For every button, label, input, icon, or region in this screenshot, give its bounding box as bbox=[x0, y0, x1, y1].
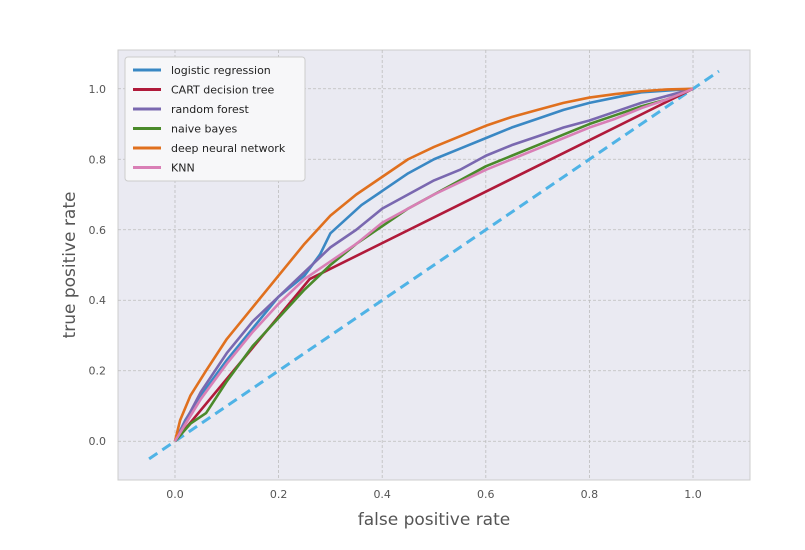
series-line-random-forest bbox=[173, 87, 694, 442]
legend-label-naive-bayes: naive bayes bbox=[171, 123, 238, 136]
x-tick-label: 0.0 bbox=[166, 488, 184, 501]
y-axis-title: true positive rate bbox=[60, 192, 80, 339]
legend-label-random-forest: random forest bbox=[171, 103, 250, 116]
x-tick-label: 0.2 bbox=[270, 488, 288, 501]
legend-label-deep-neural-network: deep neural network bbox=[171, 142, 286, 155]
series-lines bbox=[173, 87, 694, 443]
series-line-deep-neural-network bbox=[173, 87, 694, 442]
legend-box bbox=[124, 56, 306, 182]
legend-label-logistic-regression: logistic regression bbox=[171, 64, 271, 77]
y-tick-label: 0.6 bbox=[89, 224, 107, 237]
x-tick-label: 0.4 bbox=[373, 488, 391, 501]
x-tick-label: 0.6 bbox=[477, 488, 495, 501]
legend-label-cart-decision-tree: CART decision tree bbox=[171, 84, 274, 97]
y-tick-label: 1.0 bbox=[89, 83, 107, 96]
x-axis-title: false positive rate bbox=[358, 510, 510, 530]
x-tick-label: 1.0 bbox=[684, 488, 702, 501]
tick-labels: 0.0 0.2 0.4 0.6 0.8 1.0 0.0 0.2 0.4 0.6 0.8 1.0 bbox=[89, 83, 702, 501]
series-line-cart-decision-tree bbox=[173, 87, 694, 443]
y-tick-label: 0.0 bbox=[89, 435, 107, 448]
reference-diagonal-line bbox=[148, 69, 720, 461]
y-tick-label: 0.4 bbox=[89, 294, 107, 307]
series-line-knn bbox=[173, 87, 694, 442]
reference-diagonal bbox=[148, 69, 720, 461]
y-tick-label: 0.8 bbox=[89, 153, 107, 166]
series-line-logistic-regression bbox=[173, 87, 694, 442]
legend-label-knn: KNN bbox=[171, 162, 195, 175]
y-tick-label: 0.2 bbox=[89, 365, 107, 378]
legend: logistic regression CART decision tree ran… bbox=[124, 56, 306, 182]
x-tick-label: 0.8 bbox=[581, 488, 599, 501]
